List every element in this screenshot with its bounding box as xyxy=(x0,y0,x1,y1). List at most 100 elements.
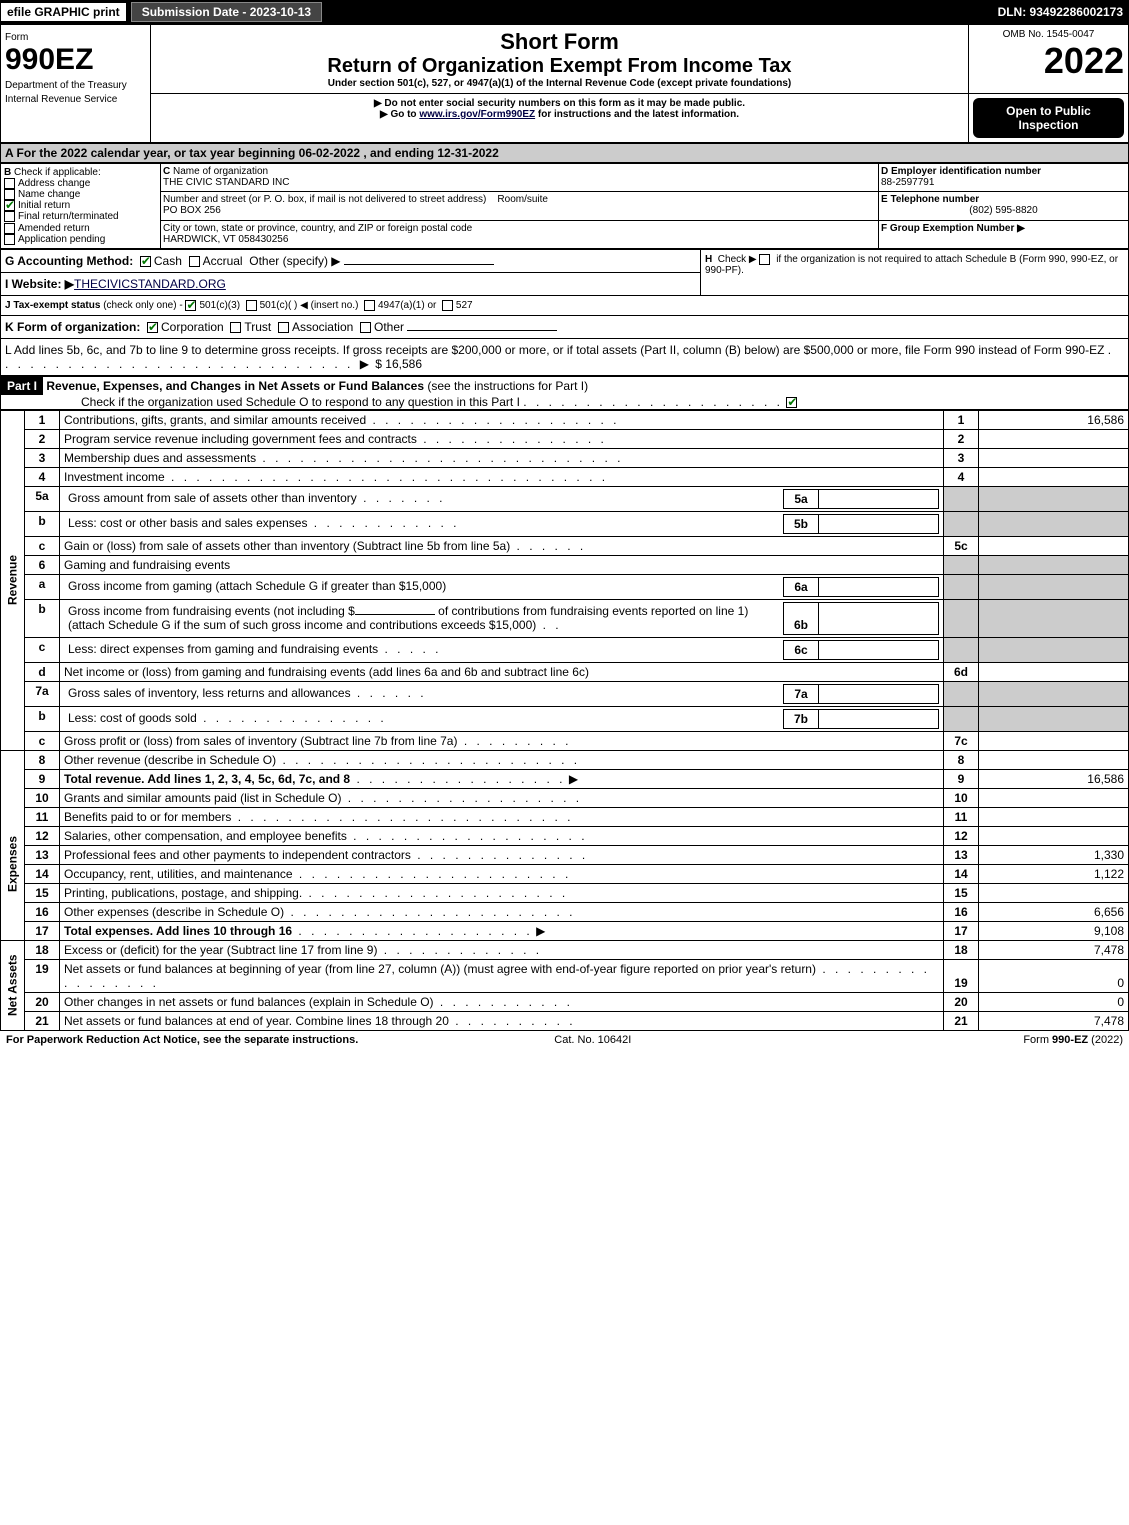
website-link[interactable]: THECIVICSTANDARD.ORG xyxy=(74,277,226,291)
line-3-val xyxy=(979,448,1129,467)
short-form-title: Short Form xyxy=(155,29,964,55)
line-1-text: Contributions, gifts, grants, and simila… xyxy=(64,413,366,427)
phone-value: (802) 595-8820 xyxy=(881,205,1126,216)
line-18-val: 7,478 xyxy=(979,940,1129,959)
line-19-ref: 19 xyxy=(944,959,979,992)
line-12-val xyxy=(979,826,1129,845)
f-lbl: F Group Exemption Number ▶ xyxy=(881,223,1025,234)
line-5a-text: Gross amount from sale of assets other t… xyxy=(68,491,357,505)
line-5b-text: Less: cost or other basis and sales expe… xyxy=(68,516,307,530)
l-text: L Add lines 5b, 6c, and 7b to line 9 to … xyxy=(5,343,1104,357)
opt-pending: Application pending xyxy=(18,234,105,245)
line-14-num: 14 xyxy=(25,864,60,883)
line-12-text: Salaries, other compensation, and employ… xyxy=(64,829,347,843)
cb-cash[interactable] xyxy=(140,256,151,267)
irs-link[interactable]: www.irs.gov/Form990EZ xyxy=(419,109,535,120)
subtitle: Under section 501(c), 527, or 4947(a)(1)… xyxy=(155,78,964,89)
cb-amended[interactable] xyxy=(4,223,15,234)
line-4-ref: 4 xyxy=(944,467,979,486)
cb-schedule-o[interactable] xyxy=(786,397,797,408)
line-9-arrow: ▶ xyxy=(569,772,578,786)
line-6c-num: c xyxy=(25,637,60,662)
lines-table: Revenue 1 Contributions, gifts, grants, … xyxy=(0,410,1129,1031)
j-o1: 501(c)(3) xyxy=(199,300,240,311)
line-6-num: 6 xyxy=(25,555,60,574)
cb-501c3[interactable] xyxy=(185,300,196,311)
j-small: (check only one) - xyxy=(103,300,185,311)
opt-amended: Amended return xyxy=(18,223,90,234)
line-7b-box: 7b xyxy=(784,709,819,728)
cb-accrual[interactable] xyxy=(189,256,200,267)
line-13-ref: 13 xyxy=(944,845,979,864)
line-5a-num: 5a xyxy=(25,486,60,511)
line-10-num: 10 xyxy=(25,788,60,807)
line-1-num: 1 xyxy=(25,410,60,429)
line-8-ref: 8 xyxy=(944,750,979,769)
line-13-num: 13 xyxy=(25,845,60,864)
org-city: HARDWICK, VT 058430256 xyxy=(163,234,288,245)
j-lbl: J Tax-exempt status xyxy=(5,300,100,311)
ghij-table: G Accounting Method: Cash Accrual Other … xyxy=(0,249,1129,376)
line-10-text: Grants and similar amounts paid (list in… xyxy=(64,791,341,805)
line-7c-val xyxy=(979,731,1129,750)
cb-527[interactable] xyxy=(442,300,453,311)
line-7b-text: Less: cost of goods sold xyxy=(68,711,197,725)
line-7c-text: Gross profit or (loss) from sales of inv… xyxy=(64,734,457,748)
cb-schedule-b[interactable] xyxy=(759,254,770,265)
part1-label: Part I xyxy=(1,377,43,395)
submission-date: Submission Date - 2023-10-13 xyxy=(131,2,322,22)
return-title: Return of Organization Exempt From Incom… xyxy=(155,55,964,78)
line-1-ref: 1 xyxy=(944,410,979,429)
part1-header: Part I Revenue, Expenses, and Changes in… xyxy=(0,376,1129,410)
g-lbl: G Accounting Method: xyxy=(5,254,133,268)
g-accrual: Accrual xyxy=(203,254,243,268)
c-hdr: C xyxy=(163,166,170,177)
cb-corp[interactable] xyxy=(147,322,158,333)
line-10-ref: 10 xyxy=(944,788,979,807)
line-2-num: 2 xyxy=(25,429,60,448)
line-17-arrow: ▶ xyxy=(536,924,545,938)
org-address: PO BOX 256 xyxy=(163,205,221,216)
line-17-ref: 17 xyxy=(944,921,979,940)
line-1-val: 16,586 xyxy=(979,410,1129,429)
cb-501c[interactable] xyxy=(246,300,257,311)
line-11-text: Benefits paid to or for members xyxy=(64,810,231,824)
footer: For Paperwork Reduction Act Notice, see … xyxy=(0,1031,1129,1049)
k-o2: Trust xyxy=(244,320,271,334)
line-7c-ref: 7c xyxy=(944,731,979,750)
line-21-val: 7,478 xyxy=(979,1011,1129,1030)
line-14-ref: 14 xyxy=(944,864,979,883)
j-o3: 4947(a)(1) or xyxy=(378,300,436,311)
cb-assoc[interactable] xyxy=(278,322,289,333)
cb-trust[interactable] xyxy=(230,322,241,333)
line-2-text: Program service revenue including govern… xyxy=(64,432,417,446)
cb-final-return[interactable] xyxy=(4,211,15,222)
line-5a-box: 5a xyxy=(784,489,819,508)
j-o4: 527 xyxy=(456,300,473,311)
footer-cat: Cat. No. 10642I xyxy=(554,1034,631,1046)
line-17-num: 17 xyxy=(25,921,60,940)
line-17-val: 9,108 xyxy=(979,921,1129,940)
b-text: Check if applicable: xyxy=(14,167,101,178)
line-14-text: Occupancy, rent, utilities, and maintena… xyxy=(64,867,293,881)
b-header: B xyxy=(4,167,11,178)
link-suffix: for instructions and the latest informat… xyxy=(535,109,739,120)
line-15-num: 15 xyxy=(25,883,60,902)
line-6-text: Gaming and fundraising events xyxy=(64,558,230,572)
cb-other-org[interactable] xyxy=(360,322,371,333)
cb-pending[interactable] xyxy=(4,234,15,245)
omb-number: OMB No. 1545-0047 xyxy=(973,29,1124,40)
efile-print-button[interactable]: efile GRAPHIC print xyxy=(0,2,127,22)
line-7c-num: c xyxy=(25,731,60,750)
dln-value: DLN: 93492286002173 xyxy=(998,5,1129,19)
line-9-val: 16,586 xyxy=(979,769,1129,788)
tax-year: 2022 xyxy=(973,40,1124,82)
cb-address-change[interactable] xyxy=(4,178,15,189)
line-7a-num: 7a xyxy=(25,681,60,706)
cb-initial-return[interactable] xyxy=(4,200,15,211)
line-7a-box: 7a xyxy=(784,684,819,703)
cb-4947[interactable] xyxy=(364,300,375,311)
line-16-val: 6,656 xyxy=(979,902,1129,921)
line-3-ref: 3 xyxy=(944,448,979,467)
part1-dots: . . . . . . . . . . . . . . . . . . . . … xyxy=(523,395,783,409)
